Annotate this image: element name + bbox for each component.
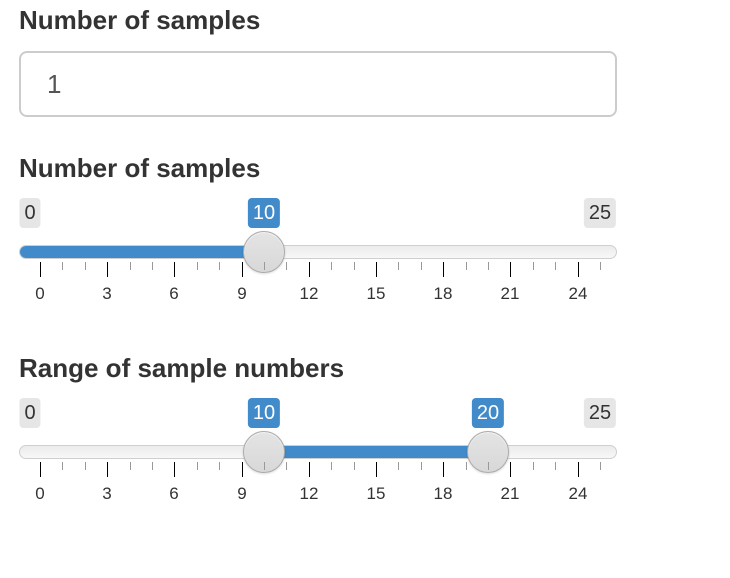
range-grid-label: 6 [169,484,179,503]
single-grid-label: 24 [568,284,588,303]
range-major-tick [174,462,175,477]
range-minor-tick [219,462,220,470]
range-minor-tick [354,462,355,470]
slider-fill [20,246,264,258]
single-minor-tick [62,262,63,270]
single-minor-tick [331,262,332,270]
range-major-tick [443,462,444,477]
range-major-tick [309,462,310,477]
range-grid-label: 9 [237,484,247,503]
single-minor-tick [197,262,198,270]
single-major-tick [242,262,243,277]
single-grid-label: 3 [102,284,112,303]
range-minor-tick [264,462,265,470]
single-grid-label: 6 [169,284,179,303]
single-major-tick [107,262,108,277]
range-minor-tick [197,462,198,470]
range-min-label: 0 [19,398,41,428]
range-grid-label: 12 [299,484,319,503]
range-max-label: 25 [583,398,617,428]
single-grid-label: 18 [433,284,453,303]
number-of-samples-input[interactable] [19,51,617,117]
single-minor-tick [421,262,422,270]
range-major-tick [510,462,511,477]
range-to-label: 20 [471,398,505,428]
range-minor-tick [488,462,489,470]
range-grid-label: 18 [433,484,453,503]
range-minor-tick [533,462,534,470]
range-fill [264,446,488,458]
range-of-sample-numbers-slider[interactable]: 0 25 10 20 0 3 6 9 12 15 18 21 24 [0,398,730,508]
range-major-tick [578,462,579,477]
single-minor-tick [600,262,601,270]
range-major-tick [242,462,243,477]
range-major-tick [107,462,108,477]
slider-value-label: 10 [247,198,281,228]
single-minor-tick [152,262,153,270]
range-minor-tick [398,462,399,470]
range-from-label: 10 [247,398,281,428]
range-minor-tick [421,462,422,470]
single-minor-tick [533,262,534,270]
single-major-tick [510,262,511,277]
range-minor-tick [466,462,467,470]
range-major-tick [376,462,377,477]
single-minor-tick [130,262,131,270]
single-minor-tick [398,262,399,270]
slider-max-label: 25 [583,198,617,228]
single-major-tick [174,262,175,277]
range-minor-tick [62,462,63,470]
range-grid-label: 21 [500,484,520,503]
single-minor-tick [555,262,556,270]
range-minor-tick [85,462,86,470]
single-minor-tick [488,262,489,270]
single-major-tick [578,262,579,277]
single-slider-label: Number of samples [19,153,261,183]
single-minor-tick [466,262,467,270]
range-major-tick [40,462,41,477]
range-minor-tick [130,462,131,470]
single-minor-tick [354,262,355,270]
slider-min-label: 0 [19,198,41,228]
range-grid-label: 15 [366,484,386,503]
single-grid-label: 15 [366,284,386,303]
numeric-input-label: Number of samples [19,5,261,35]
range-minor-tick [555,462,556,470]
single-grid-label: 9 [237,284,247,303]
single-grid-label: 21 [500,284,520,303]
number-of-samples-slider[interactable]: 0 25 10 0 3 6 9 12 15 18 21 24 [0,198,730,308]
single-major-tick [376,262,377,277]
single-minor-tick [286,262,287,270]
single-major-tick [309,262,310,277]
range-minor-tick [286,462,287,470]
single-minor-tick [85,262,86,270]
range-minor-tick [331,462,332,470]
range-minor-tick [600,462,601,470]
single-major-tick [443,262,444,277]
single-minor-tick [264,262,265,270]
range-grid-label: 24 [568,484,588,503]
range-grid-label: 0 [35,484,45,503]
range-slider-label: Range of sample numbers [19,353,345,383]
single-minor-tick [219,262,220,270]
range-grid-label: 3 [102,484,112,503]
single-grid-label: 12 [299,284,319,303]
single-major-tick [40,262,41,277]
range-minor-tick [152,462,153,470]
single-grid-label: 0 [35,284,45,303]
